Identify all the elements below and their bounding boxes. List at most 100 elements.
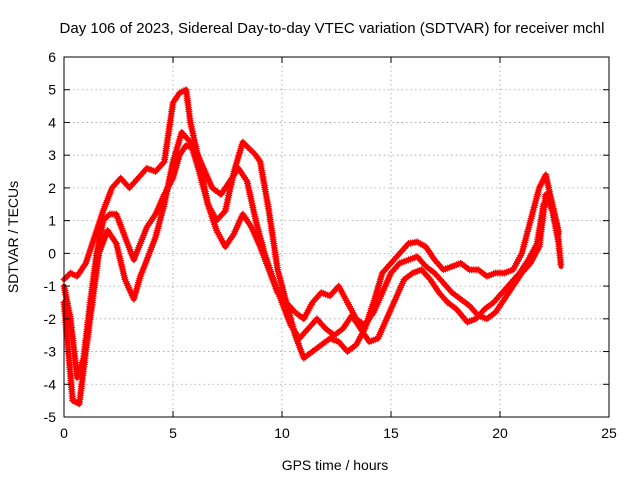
series-2 xyxy=(60,128,562,408)
data-point-marker xyxy=(423,272,431,280)
data-point-marker xyxy=(418,266,425,274)
data-point-marker xyxy=(355,323,363,331)
data-point-marker xyxy=(228,174,236,182)
grid xyxy=(64,57,609,417)
data-point-marker xyxy=(436,263,444,270)
data-point-marker xyxy=(117,174,125,182)
data-point-marker xyxy=(420,242,428,250)
data-point-marker xyxy=(136,173,144,180)
data-point-marker xyxy=(99,217,107,225)
data-point-marker xyxy=(297,333,305,341)
data-point-marker xyxy=(244,218,252,226)
data-point-marker xyxy=(415,254,423,262)
data-point-marker xyxy=(389,258,396,265)
data-point-marker xyxy=(339,343,347,351)
data-point-marker xyxy=(242,141,250,149)
data-point-marker xyxy=(341,344,348,352)
data-point-marker xyxy=(234,164,242,172)
data-point-marker xyxy=(391,264,399,272)
data-point-marker xyxy=(316,318,324,326)
data-point-marker xyxy=(287,303,295,311)
data-point-marker xyxy=(319,321,327,329)
data-point-marker xyxy=(478,308,486,316)
data-point-marker xyxy=(471,308,479,316)
data-point-marker xyxy=(337,326,345,334)
data-point-marker xyxy=(522,260,530,268)
data-point-marker xyxy=(368,310,376,318)
y-tick-label: 4 xyxy=(48,114,56,130)
series-3 xyxy=(60,141,565,382)
data-point-marker xyxy=(245,145,253,153)
x-tick-label: 15 xyxy=(383,425,399,441)
data-point-marker xyxy=(442,297,450,305)
data-point-marker xyxy=(424,247,432,255)
data-point-marker xyxy=(422,271,430,279)
data-point-marker xyxy=(399,246,407,254)
data-point-marker xyxy=(304,325,312,333)
data-point-marker xyxy=(464,300,472,308)
data-point-marker xyxy=(107,232,115,240)
data-point-marker xyxy=(419,267,427,275)
data-point-marker xyxy=(104,227,112,234)
data-point-marker xyxy=(184,135,191,143)
data-point-marker xyxy=(500,287,508,295)
y-tick-label: -5 xyxy=(44,409,57,425)
data-point-marker xyxy=(239,138,247,146)
data-point-marker xyxy=(125,184,133,192)
data-point-marker xyxy=(394,261,402,269)
data-point-marker xyxy=(434,272,441,280)
data-point-marker xyxy=(226,235,234,243)
plot-frame xyxy=(63,56,610,418)
data-point-marker xyxy=(501,285,509,293)
data-point-marker xyxy=(439,294,447,301)
data-point-marker xyxy=(511,274,519,282)
data-point-marker xyxy=(127,182,135,190)
data-point-marker xyxy=(439,279,447,287)
data-point-marker xyxy=(495,292,503,300)
data-point-marker xyxy=(343,319,351,327)
data-point-marker xyxy=(507,279,515,287)
data-point-marker xyxy=(420,269,428,277)
data-point-marker xyxy=(497,290,505,298)
data-point-marker xyxy=(326,292,334,300)
y-tick-label: -4 xyxy=(44,376,57,392)
data-point-marker xyxy=(400,245,408,252)
data-point-marker xyxy=(470,307,478,315)
data-point-marker xyxy=(387,269,395,277)
data-point-marker xyxy=(79,263,87,271)
y-tick-label: -3 xyxy=(44,344,57,360)
data-point-marker xyxy=(120,177,128,185)
data-point-marker xyxy=(214,215,222,223)
data-point-marker xyxy=(416,256,424,264)
data-point-marker xyxy=(429,268,437,276)
data-point-marker xyxy=(445,285,453,293)
data-point-marker xyxy=(494,294,502,301)
data-point-marker xyxy=(397,248,405,256)
data-point-marker xyxy=(498,299,506,307)
data-point-marker xyxy=(249,148,257,156)
data-point-marker xyxy=(407,270,415,278)
data-point-marker xyxy=(378,269,386,277)
data-point-marker xyxy=(157,161,165,169)
data-point-marker xyxy=(381,266,389,274)
data-point-marker xyxy=(431,256,439,264)
data-point-marker xyxy=(380,267,388,275)
data-point-marker xyxy=(536,182,544,190)
data-point-marker xyxy=(224,179,232,187)
data-point-marker xyxy=(413,253,421,261)
data-point-marker xyxy=(447,287,455,295)
data-point-marker xyxy=(444,284,452,292)
data-point-marker xyxy=(145,219,153,227)
data-point-marker xyxy=(178,128,186,136)
data-point-marker xyxy=(327,290,335,298)
data-point-marker xyxy=(137,171,145,179)
data-point-marker xyxy=(109,182,117,190)
data-point-marker xyxy=(217,212,225,220)
chart-title: Day 106 of 2023, Sidereal Day-to-day VTE… xyxy=(60,20,605,37)
data-point-marker xyxy=(441,295,449,303)
data-point-marker xyxy=(152,168,160,175)
data-point-marker xyxy=(140,168,148,175)
data-point-marker xyxy=(543,197,551,205)
data-point-marker xyxy=(541,199,549,207)
